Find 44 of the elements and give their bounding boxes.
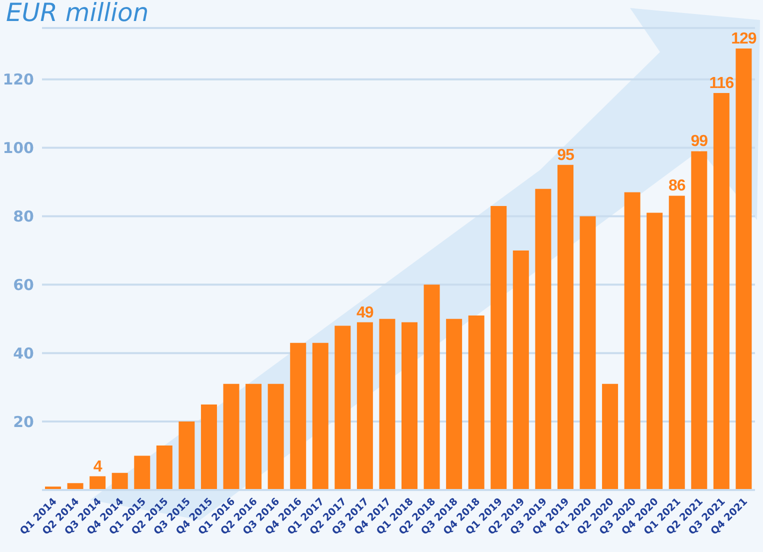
y-tick-label: 40: [13, 344, 34, 362]
chart-title: EUR million: [6, 0, 149, 27]
bar: [535, 188, 552, 490]
bar: [624, 192, 640, 490]
data-label: 4: [93, 458, 102, 476]
bar: [268, 384, 284, 490]
bar: [200, 404, 217, 490]
bar: [424, 284, 440, 490]
y-tick-label: 20: [13, 412, 34, 431]
bar: [134, 456, 150, 490]
bar: [334, 326, 351, 490]
y-tick-label: 80: [13, 208, 34, 226]
bar: [691, 151, 708, 490]
y-tick-label: 120: [2, 70, 34, 89]
data-label: 129: [731, 30, 757, 48]
bar: [90, 476, 106, 490]
bar: [246, 384, 262, 490]
data-label: 99: [690, 133, 708, 150]
bar: [402, 322, 418, 490]
bar: [713, 93, 730, 490]
bar: [668, 196, 685, 490]
bar: [646, 212, 663, 490]
bar: [379, 318, 396, 490]
bar: [512, 250, 529, 490]
bar: [223, 384, 240, 490]
bar: [156, 446, 172, 490]
bar: [178, 422, 195, 490]
bar: [557, 164, 574, 490]
bar: [490, 206, 507, 490]
bar: [356, 322, 373, 490]
bar: [580, 216, 596, 490]
y-tick-label: 100: [2, 139, 34, 158]
bar: [112, 472, 128, 490]
bar: [312, 342, 328, 490]
bar: [602, 384, 618, 490]
bar: [290, 342, 306, 490]
bar: [736, 48, 752, 490]
data-label: 116: [709, 75, 734, 92]
data-label: 86: [668, 178, 686, 195]
bar: [468, 315, 484, 490]
bar: [446, 318, 462, 490]
data-label: 95: [557, 146, 574, 164]
y-tick-label: 60: [13, 276, 34, 294]
data-label: 49: [356, 304, 374, 322]
